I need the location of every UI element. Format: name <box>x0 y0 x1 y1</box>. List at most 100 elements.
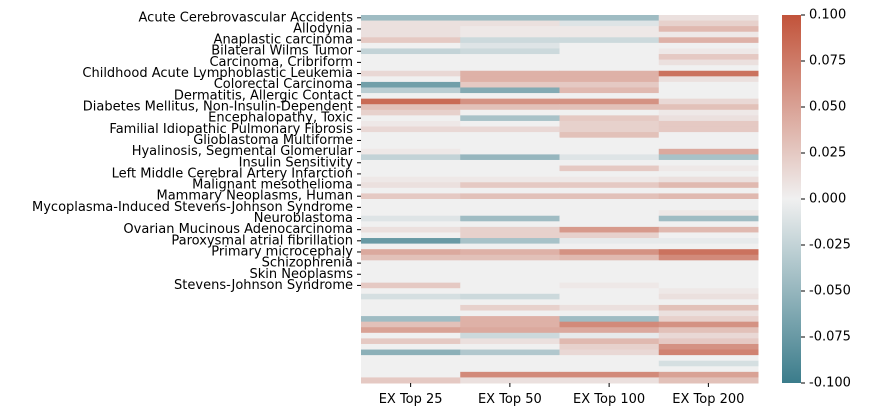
heatmap-cell <box>559 171 660 178</box>
heatmap-cell <box>361 171 461 178</box>
y-tick-label: Anaplastic carcinoma <box>214 33 353 48</box>
heatmap-cell <box>559 165 660 172</box>
heatmap-cell <box>658 265 759 272</box>
heatmap-cell <box>460 277 560 284</box>
heatmap-cell <box>559 154 660 161</box>
heatmap-cell <box>361 377 461 384</box>
heatmap-cell <box>559 120 660 128</box>
heatmap-cell <box>658 81 759 88</box>
heatmap-cell <box>559 176 660 183</box>
heatmap-cell <box>460 243 560 250</box>
heatmap-cell <box>361 260 461 267</box>
x-tick-label: EX Top 50 <box>478 392 542 407</box>
heatmap-cell <box>361 193 461 200</box>
heatmap-cell <box>559 65 660 72</box>
y-tick-label: Malignant mesothelioma <box>192 178 353 193</box>
heatmap-cell <box>658 20 759 27</box>
heatmap-cell <box>361 210 461 217</box>
heatmap-cell <box>658 182 759 189</box>
heatmap-cell <box>559 15 660 22</box>
heatmap-cell <box>460 176 560 183</box>
heatmap-cell <box>460 48 560 55</box>
heatmap-cell <box>361 327 461 334</box>
heatmap-cell <box>460 204 560 211</box>
heatmap-cell <box>559 221 660 228</box>
heatmap-cell <box>460 226 560 233</box>
heatmap-cell <box>559 232 660 239</box>
heatmap-cell <box>361 271 461 278</box>
heatmap-cell <box>361 282 461 289</box>
heatmap-cell <box>361 159 461 167</box>
heatmap-cell <box>658 176 759 183</box>
heatmap-cell <box>361 70 461 77</box>
heatmap-cell <box>658 148 759 155</box>
heatmap-cell <box>658 371 759 378</box>
heatmap-cell <box>361 332 461 339</box>
y-tick-label: Bilateral Wilms Tumor <box>211 44 353 59</box>
heatmap-cell <box>559 148 660 155</box>
heatmap-cell <box>658 332 759 339</box>
y-tick-label: Colorectal Carcinoma <box>214 77 353 92</box>
heatmap-cell <box>460 321 560 328</box>
heatmap-cell <box>361 98 461 105</box>
heatmap-cell <box>559 20 660 27</box>
colorbar: 0.100 0.075 0.050 0.025 0.000 -0.025 -0.050 -0.… <box>782 8 851 391</box>
heatmap-cell <box>460 221 560 228</box>
heatmap-cell <box>658 304 759 312</box>
heatmap-cell <box>559 143 660 150</box>
heatmap-cell <box>559 316 660 323</box>
heatmap-cell <box>658 366 759 373</box>
heatmap-cell <box>658 132 759 139</box>
heatmap-cell <box>559 366 660 373</box>
heatmap-cell <box>460 132 560 139</box>
heatmap-cell <box>361 299 461 306</box>
heatmap-cell <box>559 243 660 250</box>
heatmap-cell <box>361 371 461 378</box>
heatmap-cell <box>361 93 461 100</box>
heatmap-cell <box>559 204 660 211</box>
heatmap-cell <box>361 243 461 250</box>
heatmap-cell <box>658 126 759 133</box>
heatmap-cell <box>559 226 660 233</box>
y-tick-label: Paroxysmal atrial fibrillation <box>171 233 353 248</box>
heatmap-cell <box>559 265 660 272</box>
heatmap-cell <box>559 98 660 105</box>
colorbar-tick-label: 0.050 <box>809 100 846 115</box>
x-tick-label: EX Top 25 <box>379 392 443 407</box>
heatmap-cell <box>658 210 759 217</box>
heatmap-cell <box>460 316 560 323</box>
heatmap-cell <box>559 42 660 49</box>
heatmap-cell <box>460 165 560 172</box>
heatmap-cell <box>559 48 660 55</box>
y-tick-label: Hyalinosis, Segmental Glomerular <box>132 144 354 159</box>
heatmap-cell <box>460 148 560 155</box>
heatmap-cell <box>460 93 560 100</box>
heatmap-cell <box>559 304 660 312</box>
heatmap-cell <box>361 316 461 323</box>
heatmap-cell <box>460 70 560 77</box>
heatmap-cell <box>460 54 560 61</box>
heatmap-cell <box>658 377 759 384</box>
heatmap-cell <box>658 76 759 83</box>
heatmap-cell <box>658 48 759 55</box>
heatmap-cell <box>460 265 560 272</box>
heatmap-cell <box>361 154 461 161</box>
y-tick-label: Childhood Acute Lymphoblastic Leukemia <box>82 66 353 81</box>
heatmap-cell <box>559 338 660 345</box>
heatmap-cell <box>460 59 560 66</box>
heatmap-cell <box>559 288 660 295</box>
heatmap-cell <box>658 260 759 267</box>
heatmap-cell <box>559 327 660 334</box>
heatmap-cell <box>460 15 560 22</box>
y-tick-label: Dermatitis, Allergic Contact <box>174 88 353 103</box>
colorbar-tick-label: -0.025 <box>809 238 851 253</box>
heatmap-cell <box>460 159 560 167</box>
heatmap-cell <box>361 187 461 194</box>
heatmap-cell <box>658 355 759 362</box>
colorbar-tick-label: 0.100 <box>809 8 846 23</box>
heatmap-cell <box>559 26 660 33</box>
heatmap-cell <box>559 182 660 189</box>
heatmap-cell <box>361 42 461 49</box>
y-tick-label: Carcinoma, Cribriform <box>209 55 353 70</box>
heatmap-cell <box>361 355 461 362</box>
